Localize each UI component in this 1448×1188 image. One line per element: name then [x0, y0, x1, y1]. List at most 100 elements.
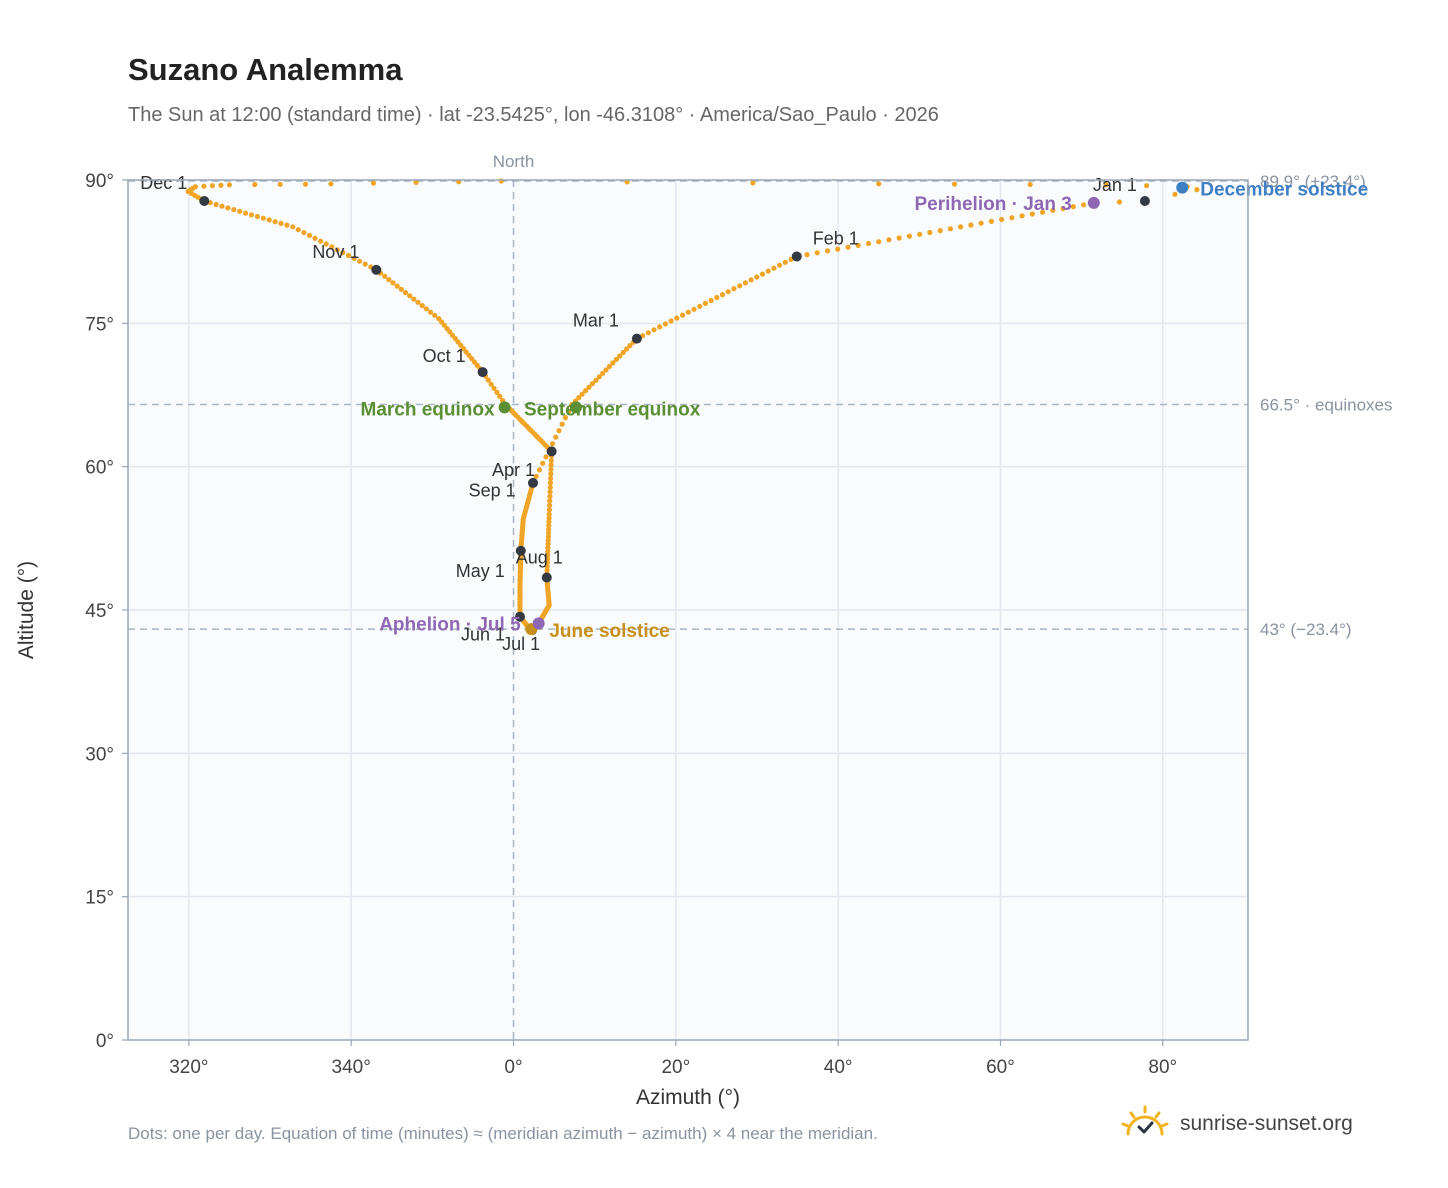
path-dot: [855, 242, 861, 248]
path-dot: [547, 498, 553, 504]
path-dot: [545, 541, 551, 547]
path-dot: [627, 343, 633, 349]
path-dot: [606, 363, 613, 369]
path-dot: [714, 294, 720, 301]
event-label: Perihelion · Jan 3: [914, 194, 1071, 215]
y-tick-label: 15°: [85, 888, 114, 909]
path-dot: [1070, 204, 1076, 210]
path-dot: [390, 280, 396, 286]
event-marker: [532, 617, 545, 630]
month-marker: [1139, 196, 1150, 207]
north-label: North: [493, 152, 535, 171]
path-dot: [231, 207, 237, 213]
path-dot: [302, 181, 309, 187]
grid-lines: [128, 180, 1248, 1040]
path-dot: [243, 210, 249, 216]
path-dot: [583, 388, 589, 394]
event-markers: March equinox September equinox June solst…: [361, 180, 1369, 642]
path-dot: [777, 262, 783, 268]
month-label: Apr 1: [492, 460, 535, 480]
path-dot: [548, 462, 554, 468]
path-dot: [896, 235, 902, 241]
path-dot: [651, 327, 657, 333]
path-dot: [1194, 187, 1200, 193]
path-dot: [201, 183, 207, 189]
month-marker: [631, 333, 642, 344]
path-dot: [345, 252, 352, 259]
event-marker: [498, 401, 511, 414]
path-dot: [1116, 199, 1122, 205]
path-dot: [351, 255, 357, 261]
event-marker: [570, 401, 582, 414]
path-dot: [547, 493, 553, 499]
path-dot: [266, 217, 272, 223]
month-marker: [791, 251, 802, 262]
path-dot: [427, 309, 434, 315]
path-dot: [323, 241, 329, 247]
path-dot: [845, 244, 851, 250]
x-tick-label: 80°: [1148, 1057, 1177, 1078]
path-dot: [432, 312, 438, 318]
path-dot: [547, 484, 553, 490]
path-dot: [596, 374, 602, 380]
path-dot: [213, 201, 219, 208]
path-dot: [814, 250, 820, 256]
path-dot: [600, 370, 606, 376]
path-dot: [917, 231, 923, 237]
path-dot: [624, 346, 630, 352]
path-dot: [824, 248, 831, 254]
path-dot: [548, 457, 554, 463]
path-dot: [295, 227, 301, 233]
y-tick-label: 75°: [85, 314, 114, 335]
path-dot: [586, 384, 592, 390]
brand-logo[interactable]: sunrise-sunset.org: [1120, 1104, 1353, 1144]
path-dot: [334, 247, 340, 253]
path-dot: [312, 235, 318, 241]
path-dot: [1040, 209, 1046, 215]
path-dot: [620, 349, 626, 356]
path-dot: [544, 563, 550, 570]
path-dot: [556, 428, 562, 434]
month-marker: [515, 611, 525, 622]
path-dot: [765, 268, 771, 274]
path-dot: [272, 219, 278, 225]
path-dot: [697, 303, 703, 309]
path-dot: [1144, 183, 1150, 189]
path-dot: [1029, 211, 1035, 217]
path-dot: [579, 391, 585, 397]
path-dot: [436, 316, 442, 322]
path-dot: [886, 237, 892, 243]
brand-name: sunrise-sunset.org: [1180, 1112, 1353, 1135]
x-tick-label: 40°: [824, 1057, 853, 1078]
path-dot: [548, 471, 554, 477]
path-dot: [988, 218, 995, 224]
month-label: Mar 1: [573, 311, 619, 331]
x-axis-ticks: 320° 340° 0° 20° 40° 60° 80°: [169, 1040, 1177, 1078]
path-dot: [415, 299, 421, 305]
path-dot: [1081, 202, 1087, 208]
path-dot: [252, 181, 258, 188]
month-label: Aug 1: [516, 548, 563, 568]
path-dot: [951, 181, 958, 187]
event-label: June solstice: [549, 621, 669, 642]
page-subtitle: The Sun at 12:00 (standard time) · lat -…: [128, 104, 939, 126]
path-dot: [645, 330, 651, 336]
path-dot: [284, 222, 290, 228]
path-dot: [702, 300, 709, 306]
path-dot: [691, 306, 697, 312]
path-dot: [750, 180, 756, 186]
y-axis-ticks: 0° 15° 30° 45° 60° 75° 90°: [85, 171, 128, 1052]
path-dot: [209, 183, 215, 189]
path-dot: [218, 182, 224, 188]
path-dot: [278, 220, 284, 226]
path-dot: [277, 181, 283, 187]
path-dot: [617, 353, 623, 359]
reference-lines: 89.9° (+23.4°) 66.5° · equinoxes 43° (−23.…: [128, 172, 1393, 639]
path-dot: [603, 367, 609, 373]
path-dot: [540, 460, 546, 466]
path-dot: [419, 303, 425, 309]
path-dot: [254, 213, 260, 220]
path-dot: [613, 356, 620, 362]
month-label: Sep 1: [469, 480, 516, 500]
